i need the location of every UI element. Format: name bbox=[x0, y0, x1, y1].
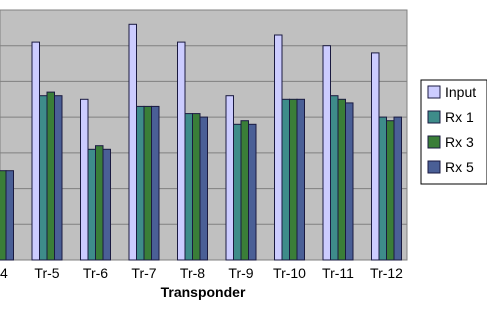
bar-tr-9-rx1 bbox=[233, 123, 242, 261]
bar-tr-11-rx5 bbox=[345, 102, 354, 261]
legend-label: Rx 3 bbox=[445, 134, 474, 150]
bar-tr-8-rx5 bbox=[199, 116, 208, 261]
bar-tr-10-rx1 bbox=[281, 98, 290, 261]
bar-tr-7-rx1 bbox=[136, 105, 145, 261]
bar-tr-6-rx1 bbox=[87, 148, 96, 261]
x-tick-label: Tr-9 bbox=[228, 265, 253, 281]
legend-label: Rx 5 bbox=[445, 159, 474, 175]
x-tick-label: Tr-10 bbox=[273, 265, 306, 281]
bar-tr-8-input bbox=[177, 41, 186, 261]
bar-tr-10-rx3 bbox=[289, 98, 298, 261]
bar-tr-8-rx1 bbox=[184, 113, 193, 261]
bar-tr-5-rx3 bbox=[46, 91, 55, 261]
bar-tr-4-rx3 bbox=[0, 170, 7, 261]
x-tick-label: Tr-6 bbox=[83, 265, 108, 281]
bar-tr-12-rx1 bbox=[378, 116, 387, 261]
bar-tr-11-rx3 bbox=[337, 98, 346, 261]
bar-tr-9-rx3 bbox=[240, 120, 249, 261]
legend-swatch-rx5 bbox=[427, 160, 441, 174]
legend: Input Rx 1 Rx 3 Rx 5 bbox=[420, 79, 487, 185]
x-tick-label: Tr-12 bbox=[370, 265, 403, 281]
bar-tr-9-rx5 bbox=[248, 123, 257, 261]
legend-label: Rx 1 bbox=[445, 109, 474, 125]
x-tick-label: 4 bbox=[0, 265, 8, 281]
bar-tr-8-rx3 bbox=[192, 113, 201, 261]
bar-tr-10-input bbox=[274, 34, 283, 261]
bar-tr-11-input bbox=[322, 45, 331, 261]
bar-tr-5-input bbox=[31, 41, 40, 261]
bar-tr-7-input bbox=[128, 23, 137, 261]
bars-group bbox=[0, 23, 402, 261]
bar-tr-4-rx5 bbox=[5, 170, 14, 261]
legend-swatch-input bbox=[427, 85, 441, 99]
bar-tr-7-rx3 bbox=[143, 105, 152, 261]
bar-tr-12-rx5 bbox=[393, 116, 402, 261]
bar-tr-5-rx5 bbox=[54, 95, 63, 261]
x-tick-label: Tr-5 bbox=[34, 265, 59, 281]
bar-tr-6-input bbox=[80, 98, 89, 261]
bar-tr-12-input bbox=[371, 52, 380, 261]
bar-tr-5-rx1 bbox=[39, 95, 48, 261]
x-tick-label: Tr-11 bbox=[322, 265, 354, 281]
legend-label: Input bbox=[445, 84, 476, 100]
bar-tr-7-rx5 bbox=[151, 105, 160, 261]
x-tick-labels: 4 Tr-5 Tr-6 Tr-7 Tr-8 Tr-9 Tr-10 Tr-11 Tr-12 bbox=[0, 265, 403, 281]
x-tick-label: Tr-7 bbox=[131, 265, 156, 281]
bar-tr-12-rx3 bbox=[386, 120, 395, 261]
x-axis-title: Transponder bbox=[161, 284, 246, 300]
legend-swatch-rx1 bbox=[427, 110, 441, 124]
bar-tr-9-input bbox=[225, 95, 234, 261]
bar-tr-6-rx5 bbox=[102, 148, 111, 261]
bar-tr-6-rx3 bbox=[95, 145, 104, 261]
bar-tr-11-rx1 bbox=[330, 95, 339, 261]
x-tick-label: Tr-8 bbox=[180, 265, 205, 281]
bar-tr-10-rx5 bbox=[296, 98, 305, 261]
legend-swatch-rx3 bbox=[427, 135, 441, 149]
